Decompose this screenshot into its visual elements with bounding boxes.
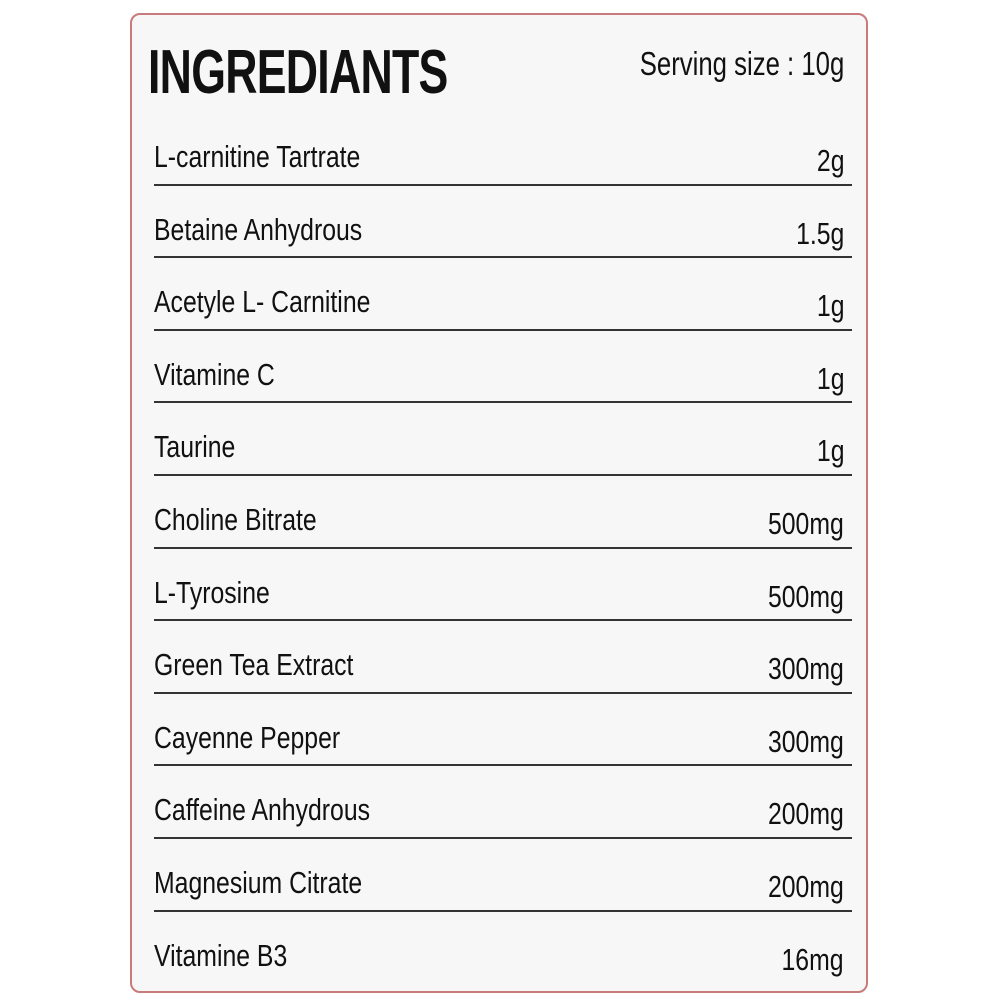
ingredient-amount: 500mg xyxy=(768,578,844,614)
ingredient-name: Vitamine B3 xyxy=(154,937,288,973)
ingredient-row: L-Tyrosine 500mg xyxy=(154,549,852,622)
ingredient-name: L-Tyrosine xyxy=(154,574,270,610)
ingredient-amount: 200mg xyxy=(768,796,844,832)
ingredient-name: Caffeine Anhydrous xyxy=(154,792,371,828)
ingredient-name: Taurine xyxy=(154,429,236,465)
ingredient-amount: 16mg xyxy=(781,941,844,977)
ingredient-row: Caffeine Anhydrous 200mg xyxy=(154,766,852,839)
ingredient-row: Magnesium Citrate 200mg xyxy=(154,839,852,912)
ingredient-row: Acetyle L- Carnitine 1g xyxy=(154,258,852,331)
ingredient-row: Vitamine C 1g xyxy=(154,331,852,404)
ingredients-list: L-carnitine Tartrate 2g Betaine Anhydrous 1… xyxy=(154,113,852,996)
ingredient-name: Green Tea Extract xyxy=(154,647,354,683)
page-title: INGREDIANTS xyxy=(148,38,448,107)
ingredient-row: Green Tea Extract 300mg xyxy=(154,621,852,694)
ingredient-amount: 1g xyxy=(816,288,844,324)
ingredient-amount: 1.5g xyxy=(795,215,844,251)
ingredient-amount: 500mg xyxy=(768,505,844,541)
ingredient-amount: 1g xyxy=(816,360,844,396)
ingredient-name: Magnesium Citrate xyxy=(154,864,363,900)
ingredient-row: Vitamine B3 16mg xyxy=(154,912,852,996)
ingredient-row: Choline Bitrate 500mg xyxy=(154,476,852,549)
ingredient-name: L-carnitine Tartrate xyxy=(154,139,361,174)
ingredient-row: Taurine 1g xyxy=(154,403,852,476)
ingredient-row: Cayenne Pepper 300mg xyxy=(154,694,852,767)
ingredient-name: Cayenne Pepper xyxy=(154,719,341,755)
ingredients-panel: INGREDIANTS Serving size : 10g L-carniti… xyxy=(130,13,868,993)
ingredient-amount: 2g xyxy=(816,143,844,178)
ingredient-name: Vitamine C xyxy=(154,356,275,392)
ingredient-amount: 300mg xyxy=(768,723,844,759)
ingredient-row: Betaine Anhydrous 1.5g xyxy=(154,186,852,259)
ingredient-amount: 1g xyxy=(816,433,844,469)
ingredient-row: L-carnitine Tartrate 2g xyxy=(154,113,852,186)
ingredient-amount: 200mg xyxy=(768,868,844,904)
ingredient-name: Betaine Anhydrous xyxy=(154,211,363,247)
ingredient-name: Acetyle L- Carnitine xyxy=(154,284,371,320)
ingredient-amount: 300mg xyxy=(768,651,844,687)
ingredient-name: Choline Bitrate xyxy=(154,501,317,537)
serving-size: Serving size : 10g xyxy=(639,45,844,82)
